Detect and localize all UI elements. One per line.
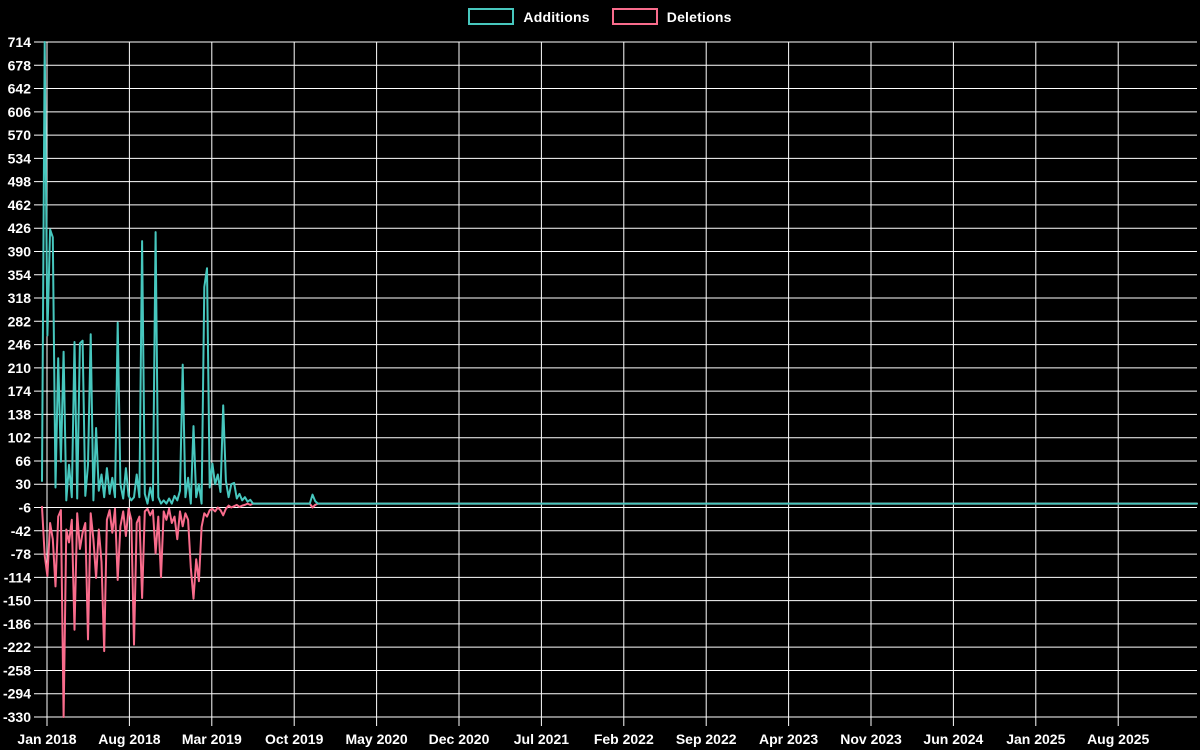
y-tick-label: 426 [8, 220, 32, 236]
x-tick-label: May 2020 [345, 731, 407, 747]
legend-item-additions[interactable]: Additions [468, 8, 590, 25]
y-tick-label: 66 [15, 453, 31, 469]
x-tick-label: Sep 2022 [676, 731, 737, 747]
y-tick-label: 318 [8, 290, 32, 306]
y-tick-label: -78 [11, 546, 31, 562]
y-tick-label: -222 [3, 639, 31, 655]
y-tick-label: 246 [8, 337, 32, 353]
y-tick-label: -150 [3, 593, 31, 609]
y-tick-label: 30 [15, 476, 31, 492]
x-tick-label: Jun 2024 [923, 731, 983, 747]
deletions-swatch-icon [611, 8, 658, 25]
x-tick-label: Jan 2025 [1006, 731, 1065, 747]
y-tick-label: 102 [8, 430, 32, 446]
y-tick-label: 534 [8, 150, 32, 166]
y-tick-label: -294 [3, 686, 31, 702]
legend-label-additions: Additions [523, 8, 590, 25]
x-tick-label: Jan 2018 [17, 731, 76, 747]
y-tick-label: -42 [11, 523, 31, 539]
y-tick-label: 354 [8, 267, 32, 283]
x-tick-label: Feb 2022 [594, 731, 654, 747]
legend-item-deletions[interactable]: Deletions [611, 8, 732, 25]
gridlines [34, 41, 1197, 726]
y-tick-label: 210 [8, 360, 32, 376]
chart-legend: Additions Deletions [0, 8, 1200, 25]
y-tick-label: 714 [8, 34, 32, 50]
x-tick-label: Jul 2021 [514, 731, 569, 747]
x-tick-label: Apr 2023 [759, 731, 818, 747]
x-tick-label: Aug 2025 [1087, 731, 1149, 747]
y-tick-label: 678 [8, 57, 32, 73]
y-tick-label: -6 [19, 500, 32, 516]
y-tick-label: 174 [8, 383, 32, 399]
x-tick-label: Nov 2023 [840, 731, 902, 747]
y-tick-label: 606 [8, 104, 32, 120]
y-tick-label: 138 [8, 406, 32, 422]
y-tick-label: 390 [8, 243, 32, 259]
y-tick-label: 570 [8, 127, 32, 143]
y-tick-label: 498 [8, 174, 32, 190]
y-tick-label: 282 [8, 313, 32, 329]
x-tick-label: Mar 2019 [182, 731, 242, 747]
additions-line [41, 41, 1198, 505]
y-tick-label: -114 [4, 569, 31, 585]
y-tick-label: -186 [3, 616, 31, 632]
y-tick-label: -258 [3, 662, 31, 678]
y-tick-label: 462 [8, 197, 32, 213]
x-tick-label: Oct 2019 [265, 731, 324, 747]
x-tick-label: Aug 2018 [98, 731, 160, 747]
y-tick-label: -330 [3, 709, 31, 725]
y-tick-label: 642 [8, 81, 32, 97]
x-tick-label: Dec 2020 [429, 731, 490, 747]
deletions-line [41, 502, 1198, 718]
additions-swatch-icon [468, 8, 515, 25]
legend-label-deletions: Deletions [666, 8, 732, 25]
